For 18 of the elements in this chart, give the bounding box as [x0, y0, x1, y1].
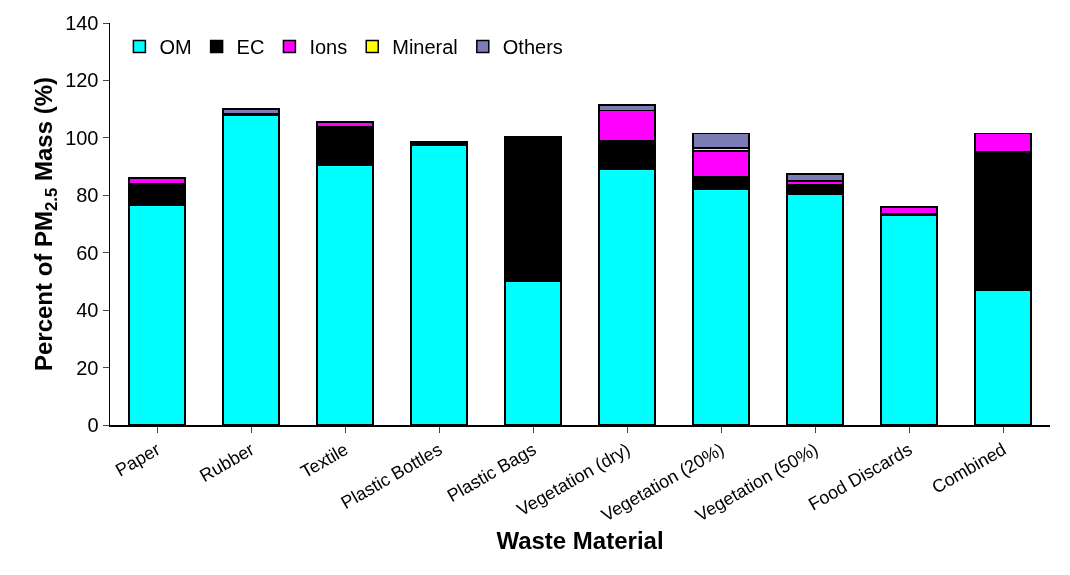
bar	[692, 132, 750, 149]
legend-label: Ions	[309, 36, 348, 59]
y-tick-label: 80	[76, 184, 99, 207]
y-tick-label: 0	[87, 414, 99, 436]
legend-label: Mineral	[392, 36, 458, 59]
y-tick-label: 60	[76, 241, 99, 264]
y-tick-label: 140	[65, 12, 99, 34]
y-tick-label: 20	[76, 356, 99, 379]
legend-label: OM	[159, 36, 192, 59]
y-tick-label: 120	[65, 69, 99, 92]
bar	[222, 108, 280, 115]
y-tick-label: 100	[65, 126, 99, 149]
x-axis-title: Waste Material	[496, 527, 664, 555]
bar	[786, 173, 844, 182]
legend-label: Others	[502, 36, 563, 59]
legend-label: EC	[236, 36, 265, 59]
x-tick-label: Textile	[297, 439, 352, 482]
y-tick-label: 40	[76, 299, 99, 322]
